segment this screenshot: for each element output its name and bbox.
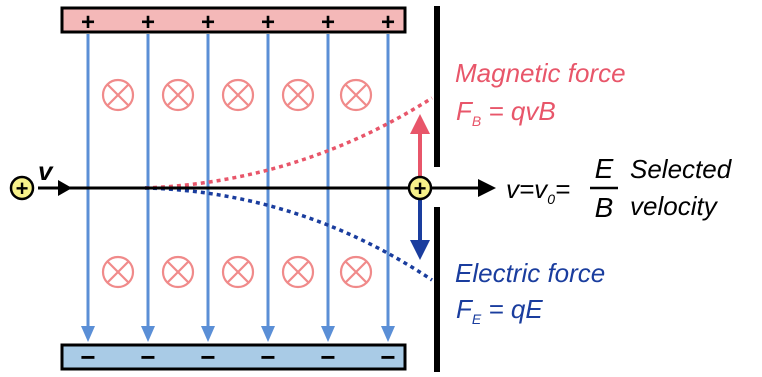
field-line-arrowhead <box>381 326 395 342</box>
negative-sign: − <box>80 342 95 372</box>
positive-sign: + <box>81 9 95 36</box>
field-into-page-icon <box>161 255 195 289</box>
field-into-page-icon <box>101 255 135 289</box>
velocity-label: v <box>38 156 54 186</box>
field-line-arrowhead <box>81 326 95 342</box>
velocity-word-label: velocity <box>630 191 719 221</box>
field-line-arrowhead <box>141 326 155 342</box>
field-into-page-icon <box>281 255 315 289</box>
fraction-numerator: E <box>595 153 614 184</box>
fraction-denominator: B <box>595 192 614 223</box>
magnetic-force-arrowhead <box>410 114 430 134</box>
positive-sign: + <box>381 9 395 36</box>
electric-force-arrowhead <box>410 240 430 260</box>
exiting-particle <box>407 175 433 201</box>
electric-force-title: Electric force <box>455 258 605 288</box>
field-into-page-icon <box>339 255 373 289</box>
negative-sign: − <box>200 342 215 372</box>
incoming-particle-sign: + <box>16 176 29 201</box>
field-line-arrowhead <box>201 326 215 342</box>
exiting-particle-sign: + <box>414 176 427 201</box>
negative-sign: − <box>140 342 155 372</box>
selection-equation-lhs: v=v0= <box>506 174 570 207</box>
positive-plate <box>60 6 407 34</box>
negative-plate-signs: − − − − − − <box>80 342 395 372</box>
field-into-page-icon <box>221 78 255 112</box>
magnetic-force-formula: FB = qvB <box>456 96 556 129</box>
positive-sign: + <box>201 9 215 36</box>
negative-sign: − <box>260 342 275 372</box>
field-line-arrowhead <box>261 326 275 342</box>
positive-sign: + <box>141 9 155 36</box>
selected-label: Selected <box>630 154 733 184</box>
field-into-page-icon <box>339 78 373 112</box>
velocity-arrowhead <box>58 180 72 196</box>
field-into-page-icon <box>221 255 255 289</box>
negative-sign: − <box>380 342 395 372</box>
field-into-page-icon <box>281 78 315 112</box>
negative-plate <box>60 343 407 371</box>
magnetic-field-into-page-symbols <box>101 78 373 289</box>
particle-path-arrowhead <box>478 179 496 197</box>
positive-sign: + <box>321 9 335 36</box>
field-into-page-icon <box>161 78 195 112</box>
positive-sign: + <box>261 9 275 36</box>
magnetic-deflection-path <box>144 96 433 190</box>
magnetic-force-title: Magnetic force <box>455 58 626 88</box>
electric-field-lines <box>81 34 395 342</box>
electric-force-formula: FE = qE <box>456 294 543 327</box>
field-into-page-icon <box>101 78 135 112</box>
field-line-arrowhead <box>321 326 335 342</box>
electric-deflection-path <box>144 186 433 282</box>
negative-sign: − <box>320 342 335 372</box>
incoming-particle <box>9 175 35 201</box>
positive-plate-signs: + + + + + + <box>81 9 395 36</box>
